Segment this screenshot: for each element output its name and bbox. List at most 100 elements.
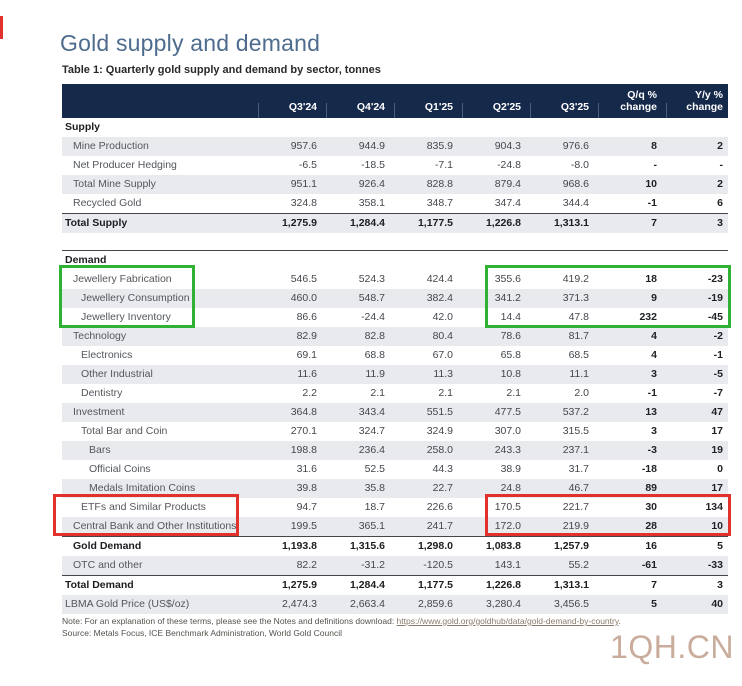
value-cell	[598, 118, 666, 137]
value-cell: 3,280.4	[462, 594, 530, 614]
table-row: OTC and other 82.2 -31.2 -120.5 143.1 55.2 -61…	[62, 555, 728, 575]
value-cell: 524.3	[358, 272, 385, 285]
value-cell: 348.7	[426, 197, 453, 209]
supply-demand-table: Q3'24 Q4'24 Q1'25 Q2'25 Q3'25 Q/q % change Y/y…	[62, 84, 728, 614]
row-label: Jewellery Consumption	[62, 288, 258, 308]
value-cell: 1,177.5	[394, 213, 462, 233]
value-cell: -45	[707, 310, 723, 323]
table-row: Electronics 69.1 68.8 67.0 65.8 68.5 4 -1	[62, 346, 728, 365]
column-header: Y/y % change	[666, 84, 728, 118]
value-cell: 19	[666, 440, 728, 460]
value-cell: 17	[666, 478, 728, 498]
row-label: Technology	[62, 326, 258, 346]
value-cell: 828.8	[394, 175, 462, 194]
value-cell	[394, 118, 462, 137]
value-cell: 1,275.9	[258, 574, 326, 595]
table-row: Technology 82.9 82.8 80.4 78.6 81.7 4 -2	[62, 326, 728, 346]
row-label: Net Producer Hedging	[73, 159, 177, 171]
value-cell: 904.3	[462, 137, 530, 156]
row-label: Central Bank and Other Institutions	[62, 516, 258, 536]
value-cell: 52.5	[364, 462, 385, 475]
value-cell: 382.4	[394, 288, 462, 308]
value-cell: 31.7	[568, 462, 589, 475]
value-cell: 81.7	[530, 326, 598, 346]
value-cell: 324.9	[426, 424, 453, 437]
value-cell: -1	[647, 386, 657, 399]
value-cell: 343.4	[326, 402, 394, 422]
page-title: Gold supply and demand	[60, 30, 321, 56]
value-cell: 69.1	[296, 348, 317, 361]
row-label: OTC and other	[62, 555, 258, 575]
value-cell: 546.5	[290, 272, 317, 285]
value-cell: -33	[666, 555, 728, 575]
row-label: Dentistry	[81, 386, 123, 399]
value-cell: 55.2	[530, 555, 598, 575]
value-cell: 344.4	[562, 197, 589, 209]
table-row: Total Bar and Coin 270.1 324.7 324.9 307.0 31…	[62, 422, 728, 441]
value-cell: 315.5	[562, 424, 589, 437]
row-label: LBMA Gold Price (US$/oz)	[62, 594, 258, 614]
column-header: Q2'25	[462, 84, 530, 118]
value-cell	[326, 118, 394, 137]
column-header: Q3'25	[530, 84, 598, 118]
value-cell: 1,284.4	[326, 574, 394, 595]
value-cell	[394, 249, 462, 270]
value-cell: 2,859.6	[394, 594, 462, 614]
label-column-header	[62, 84, 258, 118]
value-cell: 14.4	[500, 310, 521, 323]
value-cell: -8.0	[570, 159, 589, 171]
row-label: Bars	[62, 440, 258, 460]
row-label: Recycled Gold	[73, 197, 142, 209]
table-row: Net Producer Hedging -6.5 -18.5 -7.1 -24.8 -8…	[62, 156, 728, 175]
value-cell: 2.1	[438, 386, 453, 399]
row-label: ETFs and Similar Products	[81, 500, 206, 513]
value-cell: 68.5	[568, 348, 589, 361]
value-cell: 42.0	[432, 310, 453, 323]
value-cell: 347.4	[494, 197, 521, 209]
value-cell	[598, 249, 666, 270]
value-cell: 4	[598, 326, 666, 346]
value-cell: 341.2	[462, 288, 530, 308]
value-cell: 199.5	[258, 516, 326, 536]
value-cell: 28	[598, 516, 666, 536]
value-cell: -2	[666, 326, 728, 346]
value-cell: 46.7	[530, 478, 598, 498]
value-cell: 3	[666, 574, 728, 595]
value-cell: 236.4	[326, 440, 394, 460]
value-cell: -7	[713, 386, 723, 399]
note-link[interactable]: https://www.gold.org/goldhub/data/gold-d…	[396, 616, 619, 626]
value-cell: 926.4	[326, 175, 394, 194]
data-table: Q3'24 Q4'24 Q1'25 Q2'25 Q3'25 Q/q % change Y/y…	[62, 84, 728, 614]
value-cell: 3	[651, 424, 657, 437]
value-cell: 5	[598, 594, 666, 614]
value-cell: 3	[598, 364, 666, 384]
value-cell: 11.3	[394, 364, 462, 384]
value-cell: -5	[666, 364, 728, 384]
value-cell: 237.1	[530, 440, 598, 460]
value-cell: 243.3	[462, 440, 530, 460]
value-cell: 537.2	[530, 402, 598, 422]
table-row: Jewellery Inventory 86.6 -24.4 42.0 14.4 47.8…	[62, 308, 728, 327]
value-cell: 68.8	[364, 348, 385, 361]
value-cell: 8	[598, 137, 666, 156]
table-row: Total Demand 1,275.9 1,284.4 1,177.5 1,226.8…	[62, 574, 728, 595]
value-cell: 35.8	[326, 478, 394, 498]
value-cell: 226.6	[426, 500, 453, 513]
value-cell: 258.0	[394, 440, 462, 460]
value-cell: 38.9	[500, 462, 521, 475]
row-label: Gold Demand	[62, 535, 258, 556]
value-cell: 1,083.8	[462, 535, 530, 556]
table-row: Recycled Gold 324.8 358.1 348.7 347.4 344.4 -1…	[62, 194, 728, 214]
value-cell: 324.8	[290, 197, 317, 209]
value-cell	[462, 118, 530, 137]
value-cell: 1,313.1	[530, 574, 598, 595]
value-cell: -7.1	[434, 159, 453, 171]
value-cell: 0	[717, 462, 723, 475]
value-cell: -	[653, 159, 658, 171]
value-cell: 2	[666, 175, 728, 194]
table-row: Medals Imitation Coins 39.8 35.8 22.7 24.8 46…	[62, 478, 728, 498]
value-cell: 6	[717, 197, 723, 209]
value-cell: 11.6	[258, 364, 326, 384]
red-edge-mark	[0, 16, 3, 39]
